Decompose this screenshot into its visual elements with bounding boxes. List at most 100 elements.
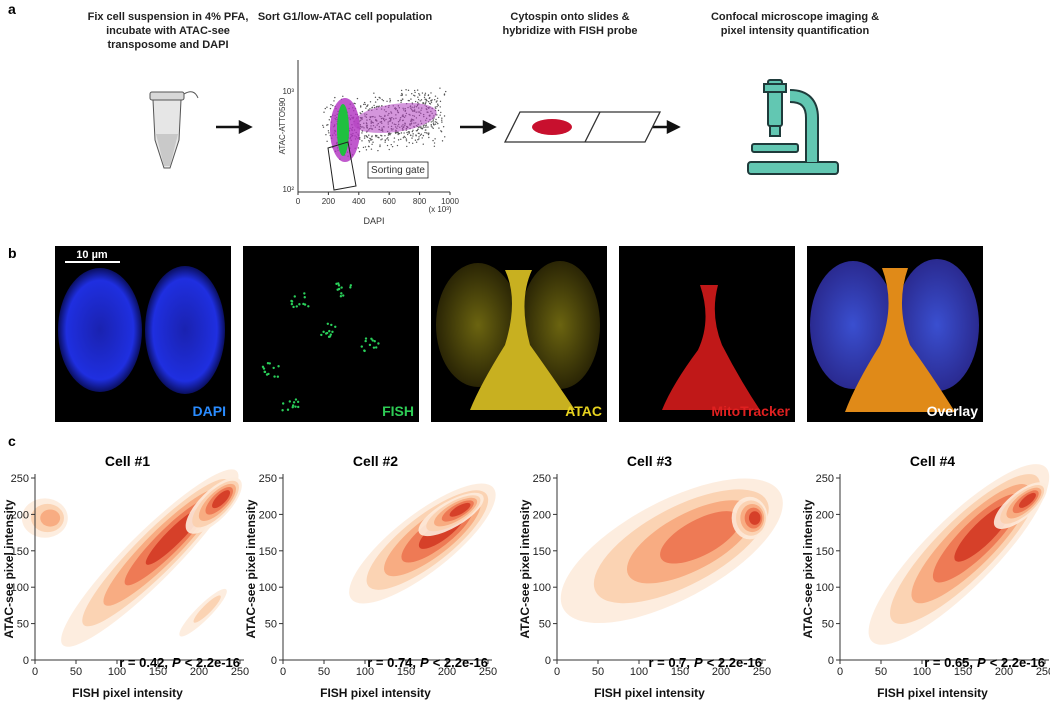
flow-dot — [437, 122, 439, 125]
panel-label: b — [8, 245, 17, 261]
x-tick-label: 250 — [231, 666, 249, 678]
flow-dot — [436, 121, 438, 123]
flow-dot — [381, 138, 383, 140]
x-tick-label: 0 — [837, 666, 843, 678]
flow-dot — [328, 132, 330, 134]
flow-dot — [327, 124, 329, 126]
flow-dot — [387, 134, 390, 136]
flow-dot — [386, 138, 388, 140]
flow-dot — [401, 92, 403, 95]
flow-dot — [432, 122, 435, 124]
flow-dot — [414, 91, 416, 94]
flow-dot — [419, 134, 422, 136]
flow-dot — [332, 104, 334, 107]
flow-dot — [423, 96, 426, 99]
fish-spot — [290, 302, 294, 306]
channel-label: ATAC — [565, 403, 602, 419]
flow-dot — [398, 132, 401, 135]
x-tick-label: 100 — [630, 666, 648, 678]
image-mitotracker: MitoTracker — [619, 246, 795, 422]
flow-dot — [322, 126, 325, 128]
flow-dot — [405, 140, 408, 142]
flow-dot — [414, 95, 416, 97]
flow-dot — [427, 100, 430, 103]
fish-spot — [293, 295, 296, 298]
flow-dot — [372, 141, 374, 143]
y-tick-label: 250 — [533, 473, 551, 485]
stat-r: r = 0.65, — [924, 655, 973, 670]
flow-dot — [382, 99, 385, 102]
flow-dot — [425, 132, 428, 134]
fish-spot — [290, 300, 294, 303]
flow-dot — [396, 144, 399, 147]
flow-dot — [357, 147, 360, 149]
x-tick-label: 100 — [356, 666, 374, 678]
flow-dot — [387, 132, 390, 135]
flow-dot — [324, 107, 327, 110]
flow-dot — [410, 134, 412, 137]
flow-dot — [410, 98, 412, 100]
y-axis-label: ATAC-ATTO590 — [278, 97, 287, 154]
flow-dot — [390, 143, 392, 146]
flow-dot — [430, 92, 432, 94]
flow-dot — [417, 128, 419, 131]
flow-dot — [326, 140, 328, 143]
fish-spot — [330, 323, 333, 327]
flow-dot — [437, 104, 439, 107]
flow-dot — [423, 126, 425, 129]
flow-dot — [400, 132, 403, 134]
x-axis-label: DAPI — [363, 216, 384, 226]
fish-spot — [296, 400, 300, 404]
flow-dot — [411, 130, 414, 133]
x-tick-label: 200 — [712, 666, 730, 678]
flow-dot — [406, 145, 408, 148]
density-plot — [868, 464, 1050, 645]
flow-dot — [400, 89, 403, 92]
flow-dot — [384, 139, 387, 142]
flow-dot — [438, 127, 440, 129]
x-tick-label: 800 — [413, 197, 427, 206]
flow-dot — [373, 92, 375, 94]
flow-dot — [397, 99, 399, 102]
flow-dot — [365, 149, 368, 151]
flow-dot — [442, 125, 445, 128]
panel-label: a — [8, 1, 16, 17]
flow-dot — [402, 98, 404, 100]
fish-spot — [261, 365, 265, 369]
flow-dot — [413, 94, 415, 96]
stat-p: P — [420, 655, 429, 670]
flow-dot — [427, 133, 430, 136]
flow-dot — [327, 130, 330, 132]
plot-title: Cell #4 — [910, 453, 955, 469]
y-axis-label: ATAC-see pixel intensity — [2, 499, 16, 638]
step-text: pixel intensity quantification — [721, 25, 870, 37]
x-tick-label: 1000 — [441, 197, 459, 206]
flow-dot — [377, 136, 379, 138]
flow-dot — [393, 137, 396, 139]
flow-dot — [436, 105, 438, 108]
flow-dot — [369, 138, 372, 140]
flow-dot — [371, 136, 373, 138]
x-tick-label: 200 — [190, 666, 208, 678]
fish-spot — [370, 337, 373, 340]
stat-annotation: r = 0.42, P < 2.2e-16 — [119, 655, 240, 670]
flow-dot — [380, 139, 382, 141]
y-tick-label: 250 — [11, 473, 29, 485]
flow-dot — [403, 132, 405, 134]
flow-dot — [370, 148, 373, 150]
flow-dot — [423, 124, 425, 126]
flow-dot — [405, 94, 407, 96]
step-text: Cytospin onto slides & — [510, 11, 629, 23]
fish-spot — [292, 401, 296, 404]
y-tick-label: 250 — [816, 473, 834, 485]
fish-spot — [298, 303, 301, 306]
flow-dot — [424, 102, 427, 105]
flow-dot — [393, 141, 395, 143]
flow-dot — [359, 105, 362, 107]
flow-dot — [430, 121, 432, 123]
step-text: Fix cell suspension in 4% PFA, — [88, 11, 249, 23]
flow-dot — [425, 126, 427, 128]
flow-dot — [434, 121, 437, 123]
flow-dot — [376, 105, 378, 108]
flow-dot — [424, 129, 427, 131]
